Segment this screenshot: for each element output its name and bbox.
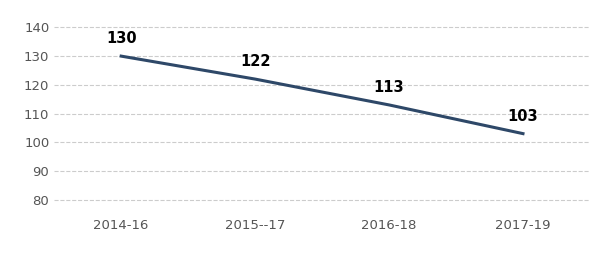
Text: 122: 122 — [240, 54, 270, 69]
Text: 113: 113 — [374, 80, 405, 95]
Text: 103: 103 — [507, 109, 538, 123]
Text: 130: 130 — [106, 31, 137, 46]
